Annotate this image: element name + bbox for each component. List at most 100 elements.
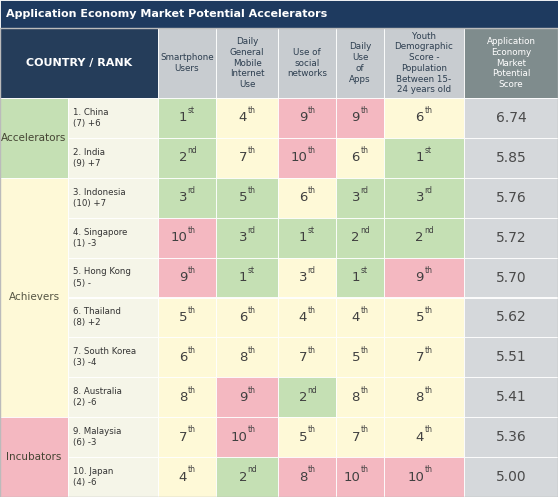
Bar [384, 377, 464, 417]
Bar [68, 98, 158, 138]
Text: 1. China
(7) +6: 1. China (7) +6 [73, 108, 108, 128]
Bar [216, 218, 278, 257]
Text: th: th [187, 306, 195, 315]
Text: Application
Economy
Market
Potential
Score: Application Economy Market Potential Sco… [487, 37, 536, 89]
Bar [216, 337, 278, 377]
Text: 10: 10 [230, 430, 247, 444]
Bar [336, 337, 384, 377]
Bar [278, 28, 336, 98]
Text: 9: 9 [352, 111, 360, 124]
Text: 5.72: 5.72 [496, 231, 526, 245]
Text: 6: 6 [416, 111, 424, 124]
Text: 10: 10 [170, 231, 187, 244]
Bar [0, 28, 158, 98]
Bar [278, 377, 336, 417]
Text: th: th [187, 465, 195, 474]
Bar [68, 298, 158, 337]
Bar [384, 28, 464, 98]
Text: 6: 6 [299, 191, 307, 204]
Text: 2: 2 [299, 391, 307, 404]
Text: 6. Thailand
(8) +2: 6. Thailand (8) +2 [73, 308, 121, 328]
Bar [158, 257, 216, 298]
Text: st: st [425, 146, 432, 155]
Bar [216, 457, 278, 497]
Text: th: th [187, 226, 195, 235]
Text: 7: 7 [416, 351, 424, 364]
Text: th: th [248, 346, 256, 355]
Bar [68, 377, 158, 417]
Bar [158, 138, 216, 178]
Bar [384, 138, 464, 178]
Bar [464, 337, 558, 377]
Bar [336, 457, 384, 497]
Text: st: st [187, 106, 195, 115]
Text: rd: rd [307, 266, 315, 275]
Bar [216, 178, 278, 218]
Bar [216, 298, 278, 337]
Bar [336, 377, 384, 417]
Text: th: th [425, 425, 432, 434]
Text: 3: 3 [179, 191, 187, 204]
Bar [278, 178, 336, 218]
Text: th: th [307, 425, 315, 434]
Bar [464, 298, 558, 337]
Bar [68, 337, 158, 377]
Text: 1: 1 [179, 111, 187, 124]
Text: 2. India
(9) +7: 2. India (9) +7 [73, 148, 105, 168]
Text: th: th [248, 146, 256, 155]
Text: th: th [248, 386, 256, 395]
Text: 5.76: 5.76 [496, 191, 526, 205]
Text: 5.41: 5.41 [496, 390, 526, 404]
Bar [0, 98, 68, 178]
Text: th: th [307, 465, 315, 474]
Text: 6: 6 [239, 311, 247, 324]
Bar [68, 457, 158, 497]
Bar [216, 138, 278, 178]
Text: st: st [248, 266, 254, 275]
Bar [158, 457, 216, 497]
Bar [68, 138, 158, 178]
Bar [68, 218, 158, 257]
Bar [384, 218, 464, 257]
Text: 5: 5 [179, 311, 187, 324]
Text: nd: nd [360, 226, 371, 235]
Text: th: th [307, 346, 315, 355]
Text: 9: 9 [239, 391, 247, 404]
Bar [68, 178, 158, 218]
Bar [336, 28, 384, 98]
Text: nd: nd [425, 226, 434, 235]
Text: 3: 3 [352, 191, 360, 204]
Text: th: th [360, 106, 368, 115]
Text: 10. Japan
(4) -6: 10. Japan (4) -6 [73, 467, 113, 487]
Text: 8: 8 [416, 391, 424, 404]
Text: 7: 7 [238, 152, 247, 165]
Bar [336, 298, 384, 337]
Bar [158, 298, 216, 337]
Text: 4: 4 [179, 471, 187, 484]
Bar [464, 98, 558, 138]
Text: 7: 7 [179, 430, 187, 444]
Bar [158, 417, 216, 457]
Text: 5. Hong Kong
(5) -: 5. Hong Kong (5) - [73, 267, 131, 288]
Text: th: th [248, 186, 256, 195]
Bar [158, 178, 216, 218]
Text: Daily
Use
of
Apps: Daily Use of Apps [349, 42, 371, 83]
Text: 5.62: 5.62 [496, 311, 526, 325]
Text: 3: 3 [416, 191, 424, 204]
Bar [384, 98, 464, 138]
Text: 4: 4 [239, 111, 247, 124]
Bar [216, 28, 278, 98]
Bar [464, 28, 558, 98]
Text: Use of
social
networks: Use of social networks [287, 48, 327, 78]
Text: 2: 2 [238, 471, 247, 484]
Text: Accelerators: Accelerators [1, 133, 67, 143]
Text: Application Economy Market Potential Accelerators: Application Economy Market Potential Acc… [6, 9, 327, 19]
Text: th: th [360, 346, 368, 355]
Text: th: th [187, 386, 195, 395]
Text: 7: 7 [299, 351, 307, 364]
Text: 5.51: 5.51 [496, 350, 526, 364]
Text: th: th [425, 266, 432, 275]
Text: 4: 4 [299, 311, 307, 324]
Bar [68, 257, 158, 298]
Text: 1: 1 [352, 271, 360, 284]
